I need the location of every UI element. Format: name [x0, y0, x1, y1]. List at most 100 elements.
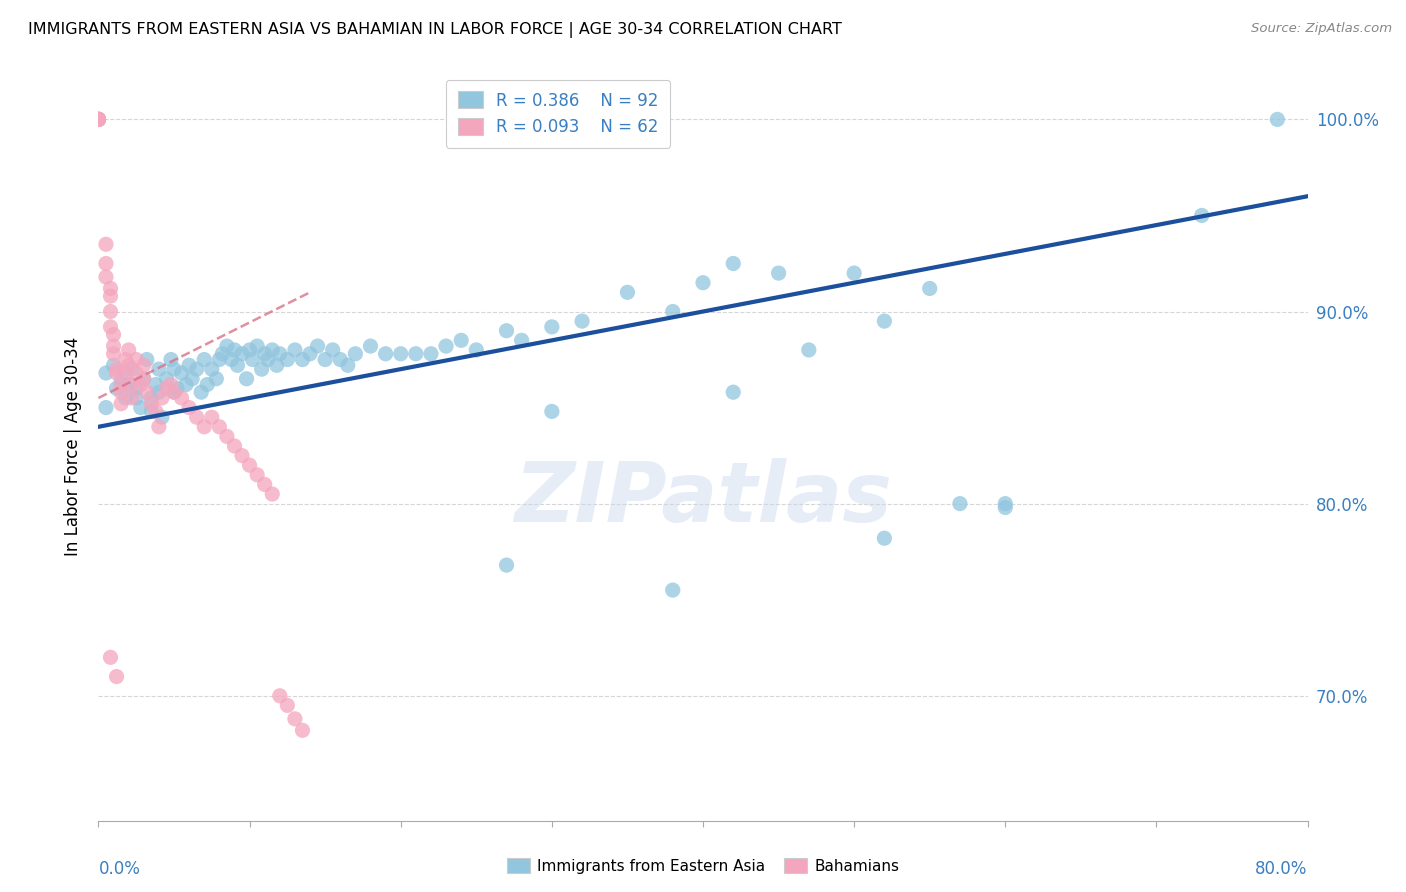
Point — [374, 347, 396, 361]
Point — [186, 410, 208, 425]
Point — [94, 237, 117, 252]
Point — [253, 347, 276, 361]
Point — [256, 352, 278, 367]
Point — [205, 372, 228, 386]
Point — [110, 377, 132, 392]
Point — [231, 449, 253, 463]
Point — [269, 347, 291, 361]
Point — [661, 304, 683, 318]
Point — [155, 381, 177, 395]
Point — [87, 112, 110, 127]
Point — [434, 339, 457, 353]
Point — [100, 650, 122, 665]
Point — [163, 362, 186, 376]
Point — [170, 366, 193, 380]
Point — [540, 319, 562, 334]
Point — [242, 352, 264, 367]
Point — [125, 391, 148, 405]
Point — [450, 334, 472, 348]
Point — [389, 347, 412, 361]
Point — [190, 385, 212, 400]
Point — [148, 362, 170, 376]
Point — [94, 269, 117, 284]
Point — [94, 256, 117, 270]
Point — [299, 347, 322, 361]
Point — [179, 359, 201, 373]
Point — [163, 385, 186, 400]
Point — [114, 391, 136, 405]
Point — [918, 281, 941, 295]
Point — [105, 366, 128, 380]
Point — [174, 377, 197, 392]
Point — [87, 112, 110, 127]
Point — [87, 112, 110, 127]
Point — [87, 112, 110, 127]
Point — [495, 324, 517, 338]
Point — [125, 366, 148, 380]
Point — [201, 410, 224, 425]
Point — [103, 359, 125, 373]
Point — [208, 352, 231, 367]
Point — [495, 558, 517, 573]
Point — [118, 377, 141, 392]
Point — [266, 359, 288, 373]
Point — [949, 497, 972, 511]
Point — [405, 347, 427, 361]
Point — [160, 377, 183, 392]
Point — [994, 500, 1017, 515]
Point — [94, 401, 117, 415]
Point — [215, 339, 238, 353]
Point — [307, 339, 329, 353]
Point — [150, 410, 173, 425]
Point — [239, 458, 262, 473]
Point — [105, 381, 128, 395]
Text: Source: ZipAtlas.com: Source: ZipAtlas.com — [1251, 22, 1392, 36]
Point — [284, 712, 307, 726]
Point — [118, 359, 141, 373]
Y-axis label: In Labor Force | Age 30-34: In Labor Force | Age 30-34 — [65, 336, 83, 556]
Point — [844, 266, 866, 280]
Point — [121, 362, 143, 376]
Text: 0.0%: 0.0% — [98, 860, 141, 878]
Point — [235, 372, 257, 386]
Point — [1191, 209, 1213, 223]
Point — [344, 347, 367, 361]
Point — [262, 487, 284, 501]
Point — [129, 401, 152, 415]
Point — [118, 343, 141, 357]
Point — [360, 339, 382, 353]
Point — [276, 352, 298, 367]
Point — [616, 285, 638, 300]
Point — [329, 352, 352, 367]
Point — [170, 391, 193, 405]
Point — [87, 112, 110, 127]
Point — [510, 334, 533, 348]
Point — [215, 429, 238, 443]
Point — [103, 327, 125, 342]
Point — [100, 281, 122, 295]
Point — [873, 314, 896, 328]
Point — [221, 352, 243, 367]
Point — [1267, 112, 1289, 127]
Point — [269, 689, 291, 703]
Point — [571, 314, 593, 328]
Text: ZIPatlas: ZIPatlas — [515, 458, 891, 539]
Point — [87, 112, 110, 127]
Point — [179, 401, 201, 415]
Point — [87, 112, 110, 127]
Point — [465, 343, 488, 357]
Point — [135, 385, 157, 400]
Text: IMMIGRANTS FROM EASTERN ASIA VS BAHAMIAN IN LABOR FORCE | AGE 30-34 CORRELATION : IMMIGRANTS FROM EASTERN ASIA VS BAHAMIAN… — [28, 22, 842, 38]
Point — [148, 419, 170, 434]
Point — [125, 381, 148, 395]
Point — [125, 352, 148, 367]
Point — [100, 319, 122, 334]
Point — [129, 377, 152, 392]
Point — [661, 583, 683, 598]
Point — [100, 289, 122, 303]
Point — [768, 266, 790, 280]
Point — [132, 372, 155, 386]
Point — [110, 385, 132, 400]
Point — [250, 362, 273, 376]
Point — [148, 385, 170, 400]
